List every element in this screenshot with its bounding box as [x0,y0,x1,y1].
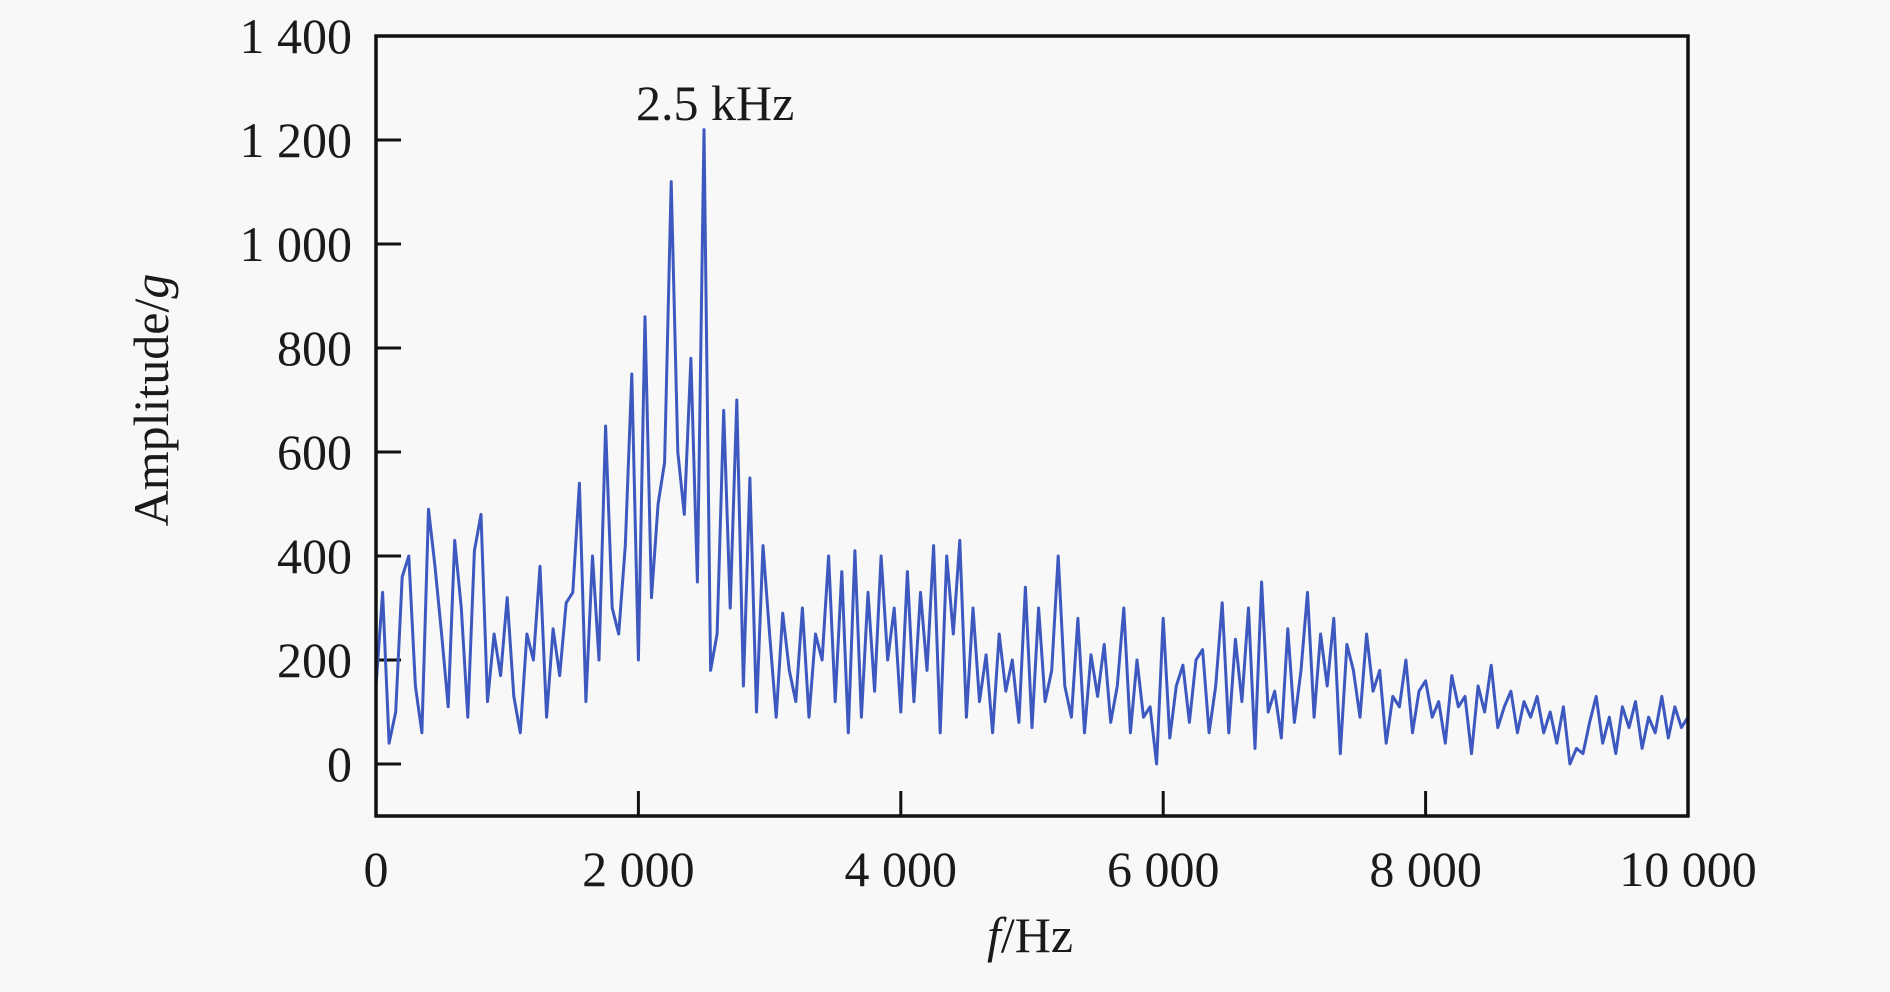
y-axis-label-italic: g [123,274,179,299]
x-axis-label-unit: /Hz [1001,907,1073,963]
series-group [374,128,1690,766]
y-tick-label: 0 [327,736,352,792]
x-axis-label: f/Hz [987,907,1073,963]
plot-frame [374,34,1690,818]
x-tick-labels: 0 2 000 4 000 6 000 8 000 10 000 [364,841,1757,897]
y-axis-label: Amplitude/g [123,274,179,527]
y-tick-label: 1 200 [240,112,353,168]
x-tick-label: 6 000 [1107,841,1220,897]
series-line-spectrum [374,128,1690,766]
x-tick-label: 2 000 [582,841,695,897]
axis-ticks [376,138,1428,816]
y-tick-label: 1 000 [240,216,353,272]
y-tick-label: 800 [277,320,352,376]
y-tick-labels: 0 200 400 600 800 1 000 1 200 1 400 [240,8,353,792]
peak-annotation: 2.5 kHz [636,75,794,131]
x-tick-label: 10 000 [1619,841,1757,897]
x-tick-label: 8 000 [1369,841,1482,897]
y-tick-label: 600 [277,424,352,480]
y-axis-label-text: Amplitude/ [123,299,179,527]
x-tick-label: 4 000 [845,841,958,897]
y-tick-label: 200 [277,632,352,688]
y-tick-label: 400 [277,528,352,584]
x-tick-label: 0 [364,841,389,897]
y-tick-label: 1 400 [240,8,353,64]
